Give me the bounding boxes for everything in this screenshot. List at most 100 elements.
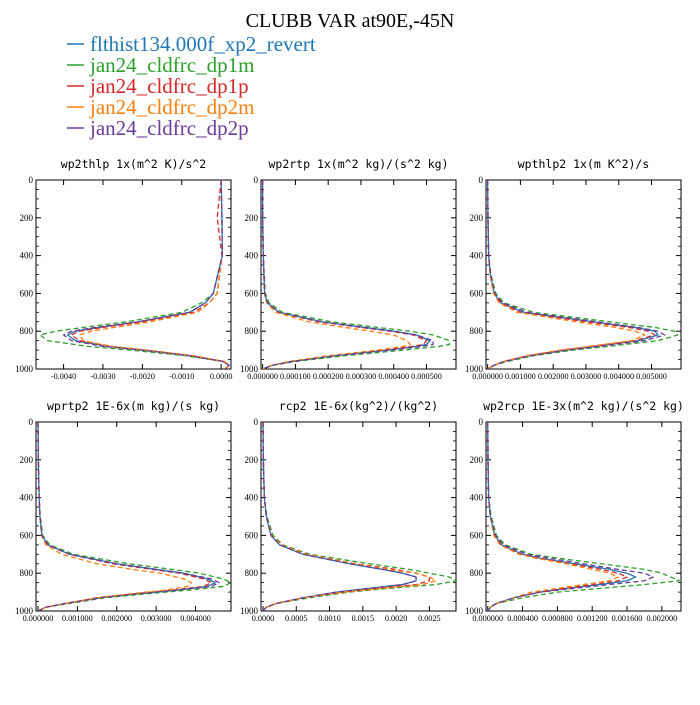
x-tick-label: 0.0005 — [285, 614, 308, 623]
series-line — [261, 180, 431, 369]
x-tick-label: -0.0010 — [169, 372, 194, 381]
panel-title: rcp2 1E-6x(kg^2)/(kg^2) — [279, 399, 438, 413]
x-tick-label: 0.002000 — [101, 614, 132, 623]
y-tick-label: 400 — [245, 493, 259, 503]
y-tick-label: 400 — [20, 251, 34, 261]
series-line — [37, 422, 212, 611]
y-tick-label: 400 — [470, 251, 484, 261]
y-tick-label: 1000 — [240, 606, 259, 616]
x-tick-label: 0.0015 — [352, 614, 375, 623]
panel-title: wp2rtp 1x(m^2 kg)/(s^2 kg) — [268, 157, 448, 171]
series-group — [37, 422, 231, 611]
legend-label: flthist134.000f_xp2_revert — [90, 32, 316, 56]
x-tick-label: 0.0000 — [210, 372, 233, 381]
series-line — [262, 422, 417, 611]
y-tick-label: 600 — [470, 530, 484, 540]
series-line — [486, 180, 679, 369]
series-group — [486, 180, 679, 369]
y-tick-label: 1000 — [240, 364, 259, 374]
x-tick-label: 0.001000 — [62, 614, 93, 623]
y-tick-label: 200 — [20, 213, 34, 223]
x-tick-label: 0.000300 — [346, 372, 377, 381]
panel-title: wpthlp2 1x(m K^2)/s — [518, 157, 650, 171]
chart-panels: wp2thlp 1x(m^2 K)/s^2 0 200 400 600 800 1000 -0… — [15, 157, 684, 623]
x-tick-label: 0.005000 — [636, 372, 667, 381]
y-tick-label: 800 — [20, 568, 34, 578]
panel-title: wp2rcp 1E-3x(m^2 kg)/(s^2 kg) — [483, 399, 684, 413]
figure-title: CLUBB VAR at90E,-45N — [246, 10, 455, 32]
series-line — [261, 180, 428, 369]
series-line — [487, 422, 654, 611]
y-tick-label: 600 — [245, 288, 259, 298]
y-tick-label: 800 — [470, 326, 484, 336]
y-tick-label: 600 — [245, 530, 259, 540]
y-tick-label: 600 — [20, 530, 34, 540]
x-tick-label: 0.0010 — [318, 614, 341, 623]
series-line — [66, 180, 230, 369]
series-line — [486, 180, 666, 369]
chart-panel: rcp2 1E-6x(kg^2)/(kg^2) 0 200 400 600 800 1000… — [240, 399, 457, 623]
plot-frame — [260, 421, 457, 612]
y-tick-label: 0 — [29, 417, 34, 427]
x-tick-label: -0.0040 — [51, 372, 76, 381]
series-line — [486, 180, 646, 369]
x-tick-label: 0.000100 — [280, 372, 311, 381]
series-line — [37, 422, 216, 611]
y-tick-label: 600 — [20, 288, 34, 298]
y-tick-label: 1000 — [465, 606, 484, 616]
chart-panel: wprtp2 1E-6x(m kg)/(s kg) 0 200 400 600 800 10… — [15, 399, 232, 623]
legend-label: jan24_cldfrc_dp2p — [89, 116, 249, 140]
series-line — [39, 180, 230, 369]
x-tick-label: -0.0020 — [130, 372, 155, 381]
x-tick-label: 0.002000 — [646, 614, 677, 623]
x-tick-label: 0.001200 — [577, 614, 608, 623]
series-line — [261, 180, 451, 369]
x-tick-label: 0.000800 — [542, 614, 573, 623]
chart-panel: wp2rcp 1E-3x(m^2 kg)/(s^2 kg) 0 200 400 600 8… — [465, 399, 684, 623]
y-tick-label: 600 — [470, 288, 484, 298]
legend-label: jan24_cldfrc_dp1m — [89, 53, 254, 77]
plot-frame — [35, 179, 232, 370]
series-line — [487, 422, 628, 611]
y-tick-label: 200 — [245, 213, 259, 223]
legend-label: jan24_cldfrc_dp2m — [89, 95, 254, 119]
series-line — [62, 180, 230, 369]
plot-frame — [35, 421, 232, 612]
y-tick-label: 0 — [479, 175, 484, 185]
series-line — [261, 180, 411, 369]
x-tick-label: 0.000000 — [472, 614, 503, 623]
x-tick-label: 0.000400 — [507, 614, 538, 623]
x-tick-label: 0.000000 — [23, 614, 54, 623]
series-line — [37, 422, 220, 611]
x-tick-label: 0.004000 — [180, 614, 211, 623]
x-tick-label: 0.002000 — [538, 372, 569, 381]
series-group — [487, 422, 680, 611]
y-tick-label: 0 — [479, 417, 484, 427]
x-tick-label: -0.0030 — [90, 372, 115, 381]
series-line — [487, 422, 637, 611]
series-line — [487, 422, 619, 611]
y-tick-label: 200 — [470, 213, 484, 223]
y-tick-label: 800 — [245, 326, 259, 336]
y-tick-label: 0 — [254, 175, 259, 185]
y-tick-label: 1000 — [15, 364, 34, 374]
x-tick-label: 0.001600 — [612, 614, 643, 623]
series-group — [262, 422, 456, 611]
y-tick-label: 800 — [470, 568, 484, 578]
legend-label: jan24_cldfrc_dp1p — [89, 74, 249, 98]
x-tick-label: 0.000000 — [247, 372, 278, 381]
y-tick-label: 400 — [470, 493, 484, 503]
y-tick-label: 200 — [245, 455, 259, 465]
series-line — [70, 180, 230, 369]
panel-title: wp2thlp 1x(m^2 K)/s^2 — [61, 157, 206, 171]
legend: flthist134.000f_xp2_revertjan24_cldfrc_d… — [67, 32, 316, 140]
x-tick-label: 0.000500 — [411, 372, 442, 381]
y-tick-label: 400 — [20, 493, 34, 503]
y-tick-label: 800 — [245, 568, 259, 578]
x-tick-label: 0.003000 — [141, 614, 172, 623]
panel-title: wprtp2 1E-6x(m kg)/(s kg) — [47, 399, 220, 413]
x-tick-label: 0.001000 — [505, 372, 536, 381]
y-tick-label: 0 — [254, 417, 259, 427]
y-tick-label: 200 — [20, 455, 34, 465]
